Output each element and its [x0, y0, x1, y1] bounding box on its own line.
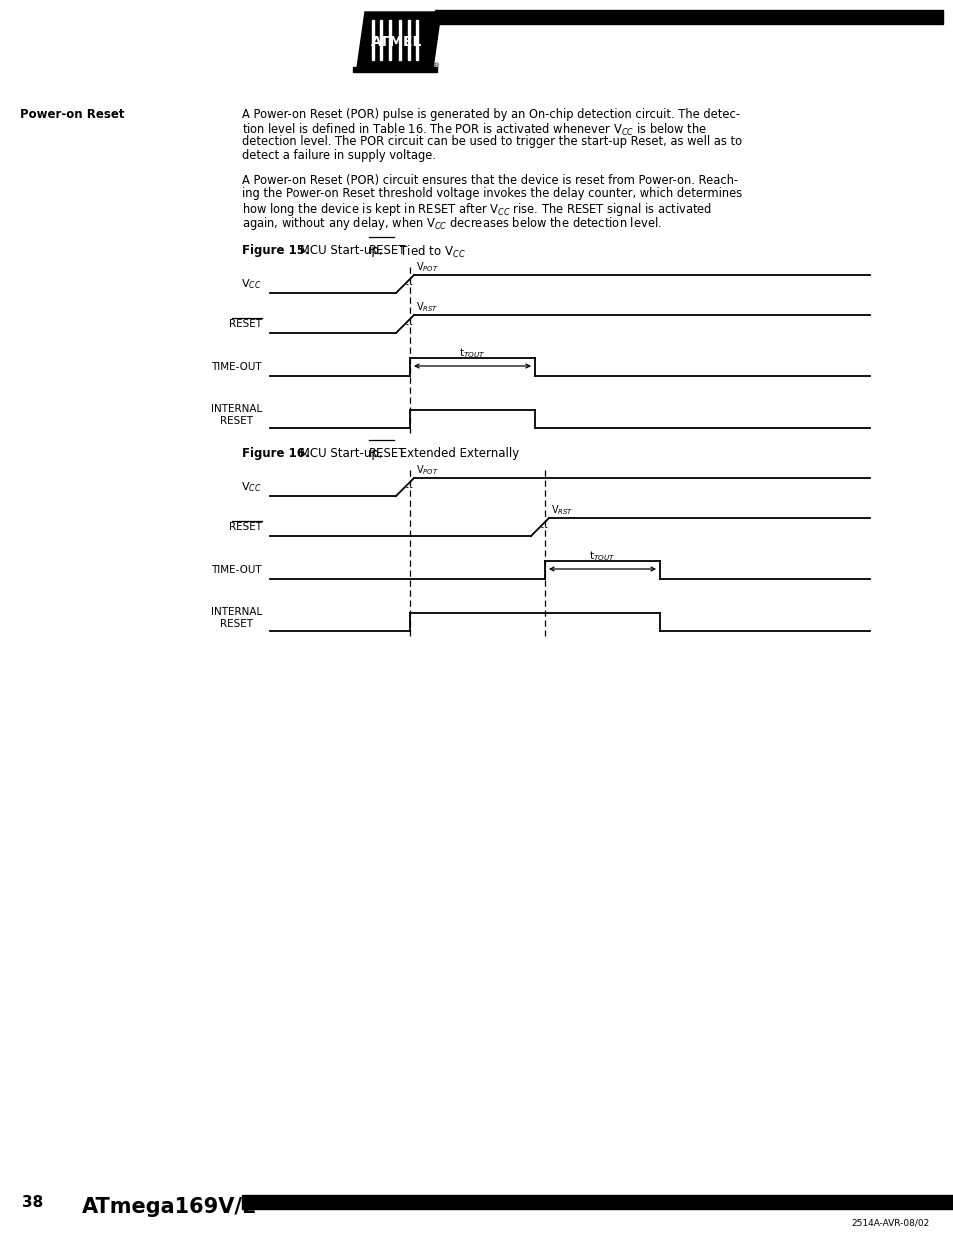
Text: 38: 38: [22, 1195, 43, 1210]
Bar: [416, 20, 417, 61]
Text: 2514A-AVR-08/02: 2514A-AVR-08/02: [851, 1219, 929, 1228]
Text: ®: ®: [433, 63, 439, 69]
Text: again, without any delay, when V$_{CC}$ decreases below the detection level.: again, without any delay, when V$_{CC}$ …: [242, 215, 661, 231]
Bar: [372, 20, 374, 61]
Text: t$_{TOUT}$: t$_{TOUT}$: [589, 550, 615, 563]
Text: detect a failure in supply voltage.: detect a failure in supply voltage.: [242, 148, 436, 162]
Text: MCU Start-up,: MCU Start-up,: [295, 245, 386, 257]
Text: ing the Power-on Reset threshold voltage invokes the delay counter, which determ: ing the Power-on Reset threshold voltage…: [242, 188, 741, 200]
Text: Power-on Reset: Power-on Reset: [20, 107, 125, 121]
Text: V$_{CC}$: V$_{CC}$: [241, 480, 262, 494]
Bar: [435, 10, 942, 23]
Text: V$_{RST}$: V$_{RST}$: [551, 503, 573, 517]
Text: RESET: RESET: [229, 319, 262, 329]
Text: ATmega169V/L: ATmega169V/L: [82, 1197, 256, 1216]
Text: RESET: RESET: [369, 245, 406, 257]
Text: ATMEL: ATMEL: [371, 35, 422, 49]
Text: MCU Start-up,: MCU Start-up,: [295, 447, 386, 459]
Text: Figure 16.: Figure 16.: [242, 447, 310, 459]
Text: V$_{POT}$: V$_{POT}$: [416, 463, 438, 477]
Text: t$_{TOUT}$: t$_{TOUT}$: [458, 346, 485, 359]
Bar: [353, 67, 436, 72]
Text: detection level. The POR circuit can be used to trigger the start-up Reset, as w: detection level. The POR circuit can be …: [242, 135, 741, 148]
Bar: [242, 1195, 953, 1209]
Text: INTERNAL
RESET: INTERNAL RESET: [211, 608, 262, 629]
Text: A Power-on Reset (POR) circuit ensures that the device is reset from Power-on. R: A Power-on Reset (POR) circuit ensures t…: [242, 174, 738, 186]
Text: A Power-on Reset (POR) pulse is generated by an On-chip detection circuit. The d: A Power-on Reset (POR) pulse is generate…: [242, 107, 740, 121]
Text: Figure 15.: Figure 15.: [242, 245, 310, 257]
Text: RESET: RESET: [369, 447, 406, 459]
Bar: [379, 20, 381, 61]
Text: INTERNAL
RESET: INTERNAL RESET: [211, 404, 262, 426]
Text: tion level is defined in Table 16. The POR is activated whenever V$_{CC}$ is bel: tion level is defined in Table 16. The P…: [242, 121, 706, 137]
Text: Tied to V$_{CC}$: Tied to V$_{CC}$: [395, 245, 465, 261]
Bar: [408, 20, 410, 61]
Text: how long the device is kept in RESET after V$_{CC}$ rise. The RESET signal is ac: how long the device is kept in RESET aft…: [242, 201, 711, 219]
Bar: [389, 20, 391, 61]
Text: TIME-OUT: TIME-OUT: [212, 564, 262, 576]
Text: V$_{POT}$: V$_{POT}$: [416, 261, 438, 274]
Text: RESET: RESET: [229, 522, 262, 532]
Bar: [398, 20, 400, 61]
Text: V$_{CC}$: V$_{CC}$: [241, 277, 262, 291]
Text: TIME-OUT: TIME-OUT: [212, 362, 262, 372]
Text: V$_{RST}$: V$_{RST}$: [416, 300, 438, 314]
Text: Extended Externally: Extended Externally: [395, 447, 519, 459]
Polygon shape: [356, 12, 440, 68]
